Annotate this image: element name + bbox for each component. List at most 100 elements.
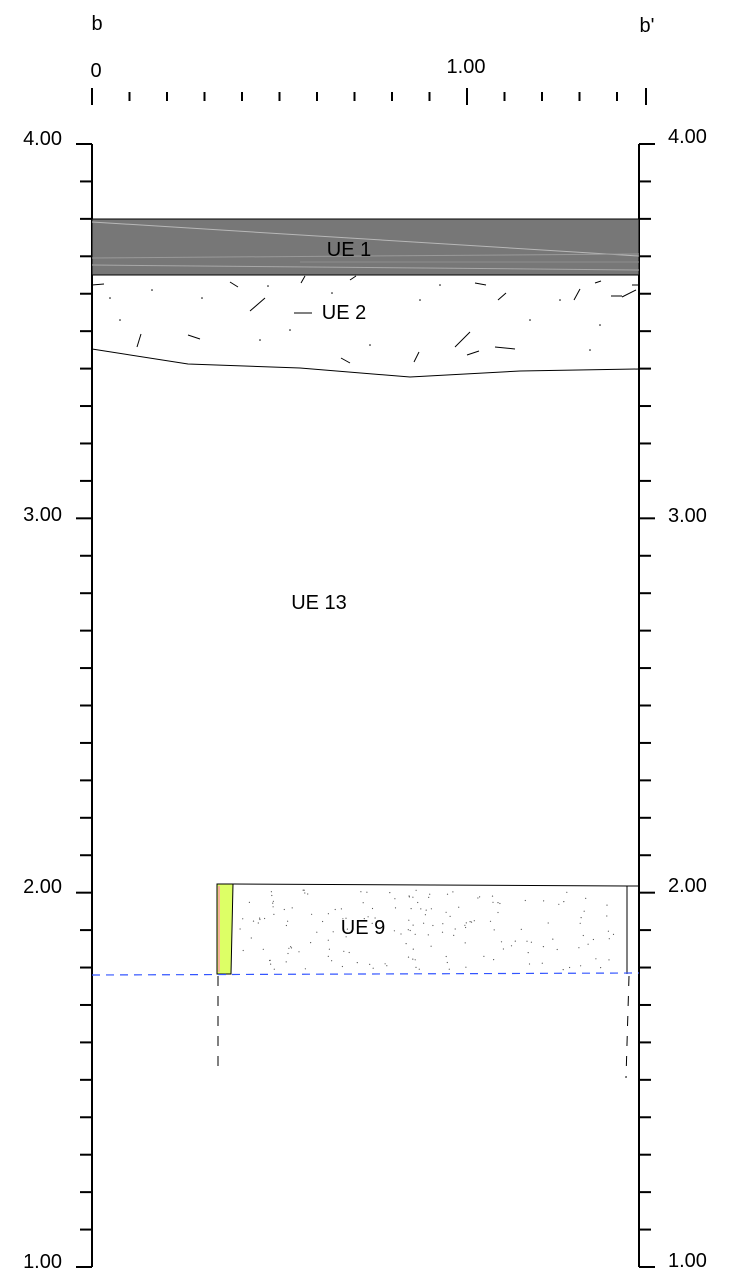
ue2-hatching <box>91 275 639 364</box>
ue9-stipple-dot <box>412 948 414 950</box>
horizontal-scale-label-0: 0 <box>90 60 101 82</box>
ue9-stipple-dot <box>248 901 250 904</box>
ue9-stipple-dot <box>528 963 531 965</box>
ue9-stipple-dot <box>394 898 396 900</box>
ue9-stipple-dot <box>424 914 426 916</box>
ue9-stipple-dot <box>562 969 564 971</box>
ue9-stipple-dot <box>257 922 259 924</box>
ue9-stipple-dot <box>269 959 271 962</box>
ue9-stipple-dot <box>502 948 504 950</box>
ue9-stipple-dot <box>239 928 241 930</box>
ue9-stipple-dot <box>427 934 429 936</box>
ue9-stipple-dot <box>307 893 309 895</box>
ue9-stipple-dot <box>470 921 473 923</box>
right-elevation-label-1: 1.00 <box>668 1250 707 1272</box>
ue9-stipple-dot <box>342 918 344 920</box>
ue9-stipple-dot <box>417 901 419 904</box>
ue9-stipple-dot <box>259 918 261 921</box>
ue9-stipple-dot <box>441 931 444 933</box>
ue9-stipple-dot <box>270 891 272 893</box>
ue9-stipple-dot <box>446 893 449 895</box>
ue9-stipple-dot <box>493 959 495 961</box>
ue2-label: UE 2 <box>322 302 366 324</box>
ue9-stipple-dot <box>520 928 522 931</box>
ue9-stipple-dot <box>477 897 479 899</box>
ue9-stipple-dot <box>592 938 595 941</box>
ue9-stipple-dot <box>348 951 350 954</box>
ue2-speck <box>529 319 531 321</box>
ue9-stipple-dot <box>458 906 460 908</box>
ue2-hatch-mark <box>497 292 507 301</box>
ue9-stipple-dot <box>414 933 416 935</box>
ue9-stipple-dot <box>341 965 343 968</box>
ue9-stipple-dot <box>432 924 434 927</box>
ue9-stipple-dot <box>556 948 558 951</box>
ue9-stipple-dot <box>331 960 333 962</box>
ue9-stipple-dot <box>500 941 503 943</box>
ue9-stipple-dot <box>285 924 287 927</box>
ue2-speck <box>151 289 153 291</box>
ue9-stipple-dot <box>410 908 412 910</box>
left-elevation-label-4: 4.00 <box>23 128 62 150</box>
ue9-stipple-dot <box>465 926 467 929</box>
ue2-hatch-mark <box>91 283 105 286</box>
ue9-stipple-dot <box>386 965 388 967</box>
right-elevation-label-4: 4.00 <box>668 126 707 148</box>
left-elevation-label-2: 2.00 <box>23 876 62 898</box>
ue2-speck <box>289 329 291 331</box>
ue9-stipple-dot <box>270 963 272 965</box>
ue9-stipple-dot <box>412 958 414 960</box>
ue2-hatch-mark <box>454 331 471 348</box>
ue9-stipple-dot <box>489 920 492 922</box>
ue9-stipple-dot <box>465 922 467 924</box>
ue9-stipple-dot <box>303 889 305 891</box>
water-table-line <box>91 972 640 976</box>
ue9-stipple-dot <box>409 929 411 932</box>
ue9-stipple-dot <box>429 893 431 895</box>
ue9-stipple-dot <box>578 947 580 949</box>
horizontal-scale-minor-ticks <box>128 92 618 101</box>
ue9-stipple-dot <box>423 922 425 924</box>
ue2-speck <box>559 299 561 301</box>
ue9-stipple-dot <box>311 913 313 915</box>
ue9-stipple-dot <box>304 892 306 894</box>
ue2-hatch-mark <box>349 275 357 281</box>
ue9-stipple-dot <box>582 934 584 937</box>
ue9-stipple-dot <box>454 928 456 930</box>
ue2-speck <box>259 339 261 341</box>
right-section-marker: b' <box>640 15 655 37</box>
ue9-stipple-dot <box>449 915 451 918</box>
ue9-stipple-dot <box>585 897 587 900</box>
ue9-stipple-dot <box>446 961 448 964</box>
ue9-stipple-dot <box>608 959 610 961</box>
layer-ue1: UE 1 <box>91 218 640 276</box>
ue9-stipple-dot <box>524 899 526 902</box>
horizontal-scale-label-1: 1.00 <box>447 56 486 78</box>
ue9-stipple-dot <box>242 949 244 952</box>
ue9-stipple-dot <box>595 958 597 960</box>
left-section-marker: b <box>91 13 102 35</box>
ue9-stipple-dot <box>430 945 432 947</box>
ue9-stipple-dot <box>563 901 565 903</box>
ue9-stipple-dot <box>606 904 608 906</box>
ue9-stipple-dot <box>445 955 447 958</box>
ue9-stipple-dot <box>418 968 420 970</box>
ue2-hatch-mark <box>187 334 201 340</box>
left-ruler-ticks <box>76 143 92 1268</box>
ue9-stipple-dot <box>372 967 374 969</box>
ue9-stipple-dot <box>408 919 410 921</box>
ue9-stipple-dot <box>283 908 285 911</box>
ue9-stipple-dot <box>412 896 414 898</box>
ue9-stipple-dot <box>287 920 289 922</box>
ue1-streak <box>91 264 640 271</box>
ue9-stipple-dot <box>394 907 397 909</box>
ue9-stipple-dot <box>345 936 347 938</box>
ue9-stipple-dot <box>356 962 358 964</box>
ue9-stipple-dot <box>492 901 494 903</box>
ue9-stipple-dot <box>272 906 274 908</box>
left-elevation-label-1: 1.00 <box>23 1251 62 1273</box>
ue9-stipple-dot <box>408 895 410 897</box>
ue2-speck <box>599 324 601 326</box>
ue9-stipple-dot <box>428 896 430 899</box>
